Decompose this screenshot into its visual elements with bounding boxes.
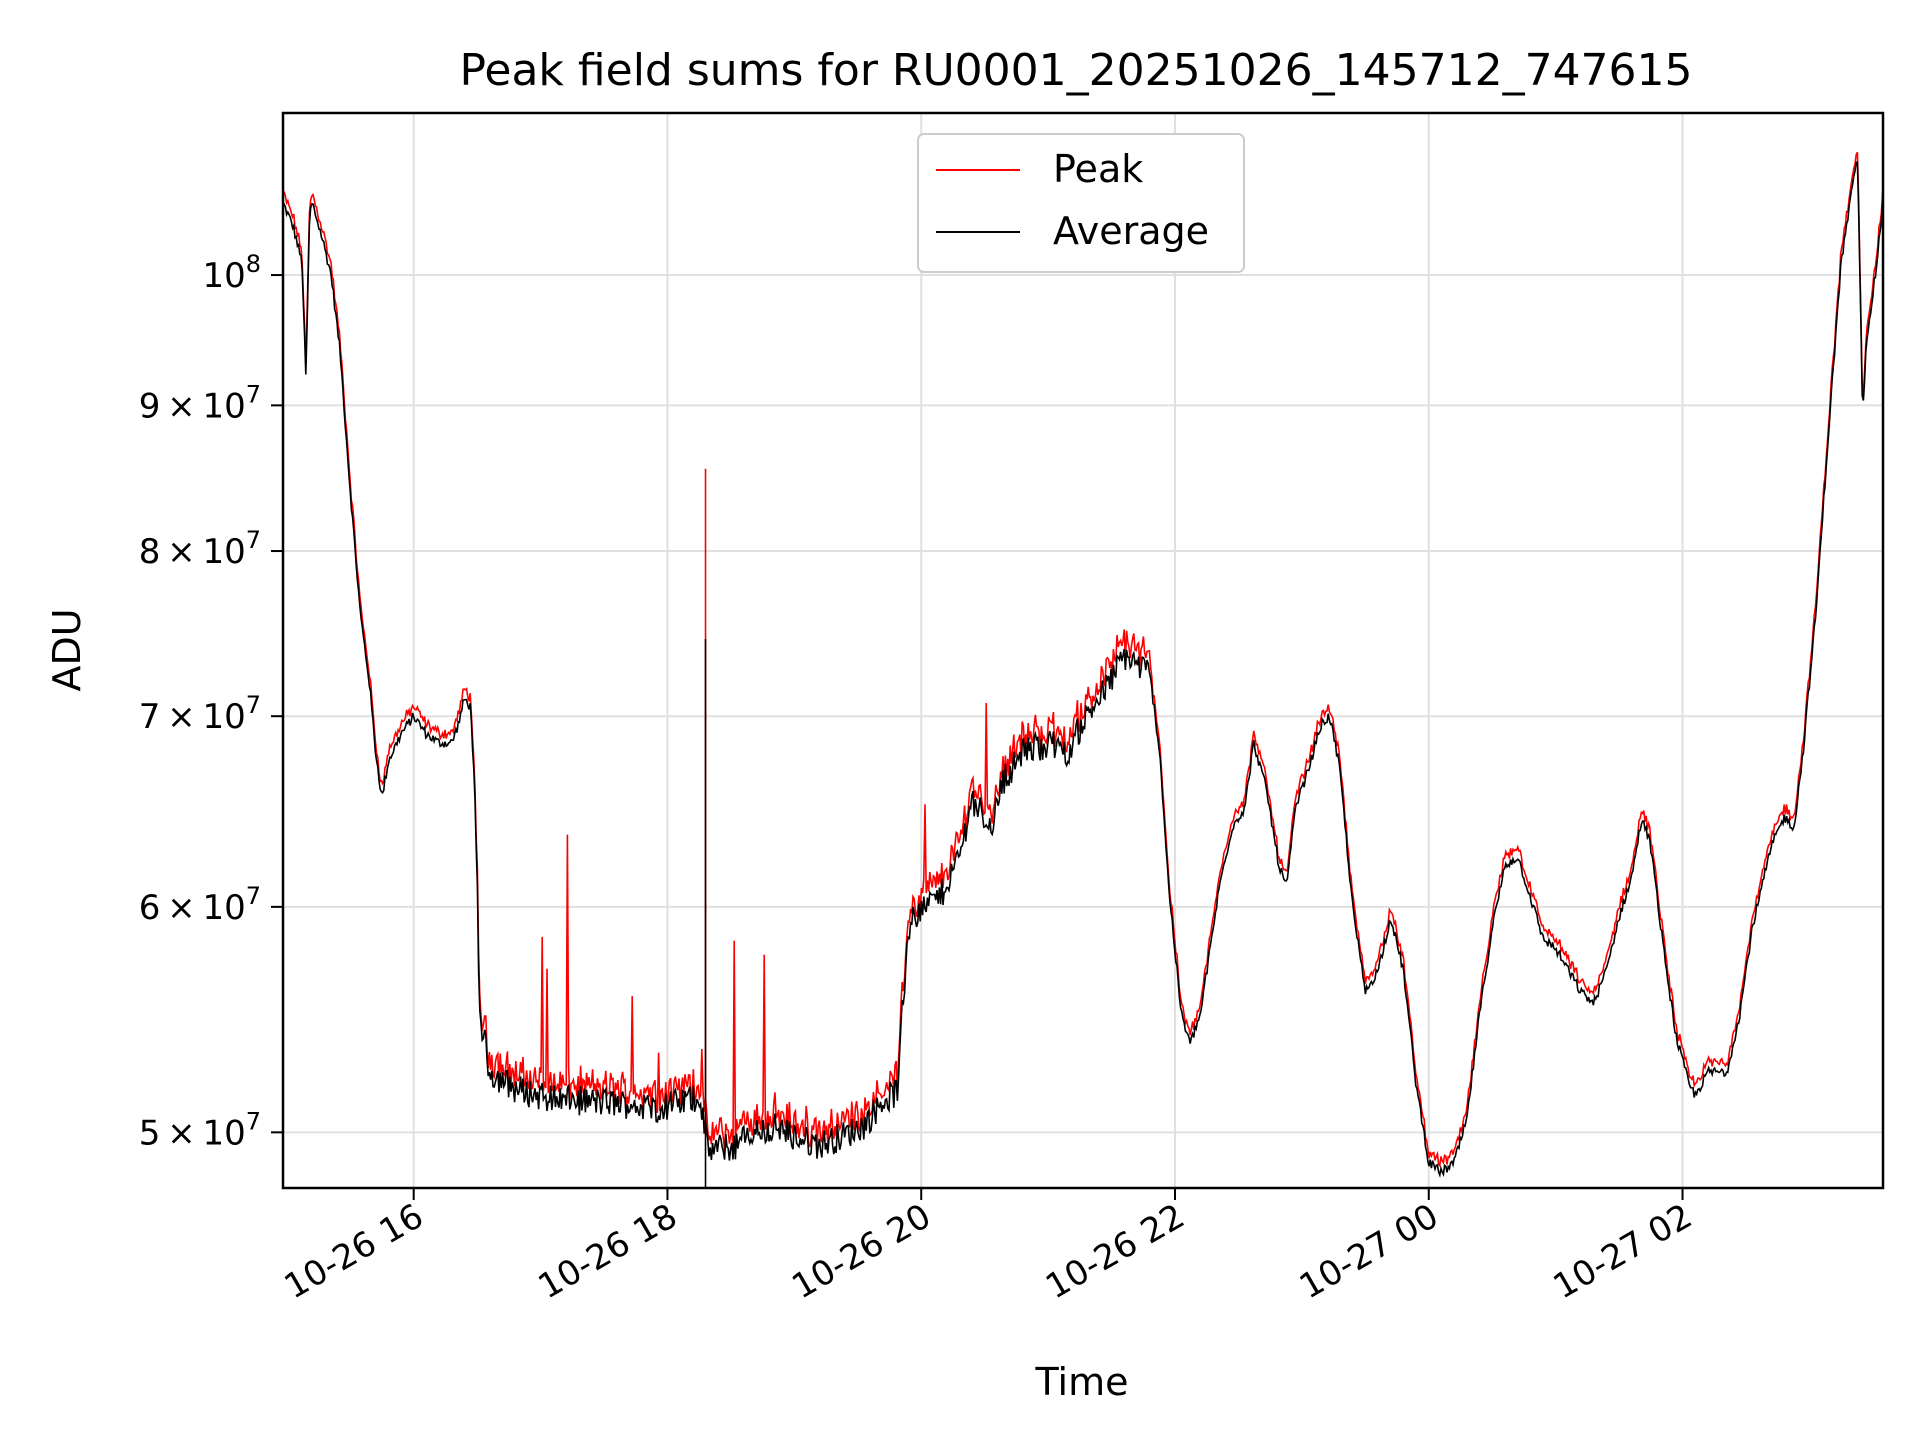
x-tick-label: 10-26 18	[532, 1196, 684, 1307]
legend-box	[917, 133, 1245, 273]
series-line-average	[282, 161, 1884, 1179]
y-axis-label: ADU	[45, 608, 89, 691]
y-axis-ticks: 5 × 107 6 × 107 7 × 107 8 × 107 9 × 107 108	[139, 250, 283, 1153]
series-layer	[282, 151, 1884, 1188]
y-tick-label: 6 × 107	[139, 882, 261, 928]
y-tick-label: 7 × 107	[139, 691, 261, 737]
x-axis-ticks: 10-26 16 10-26 18 10-26 20 10-26 22 10-27 00…	[278, 1188, 1699, 1307]
x-tick-label: 10-27 02	[1547, 1196, 1699, 1307]
x-tick-label: 10-27 00	[1293, 1196, 1445, 1307]
series-line-peak	[282, 151, 1884, 1168]
x-tick-label: 10-26 20	[785, 1196, 937, 1307]
legend: Peak Average	[917, 133, 1245, 273]
x-tick-label: 10-26 16	[278, 1196, 430, 1307]
legend-label-peak: Peak	[1053, 147, 1143, 191]
legend-label-average: Average	[1053, 209, 1209, 253]
x-tick-label: 10-26 22	[1039, 1196, 1191, 1307]
y-tick-label: 9 × 107	[139, 380, 261, 426]
y-tick-label: 5 × 107	[139, 1107, 261, 1153]
x-axis-label: Time	[1035, 1360, 1129, 1404]
y-tick-label: 8 × 107	[139, 526, 261, 572]
chart-title: Peak field sums for RU0001_20251026_1457…	[459, 45, 1692, 96]
plot-frame	[281, 111, 1885, 1190]
y-tick-label: 108	[202, 250, 261, 296]
grid-lines	[283, 113, 1883, 1188]
